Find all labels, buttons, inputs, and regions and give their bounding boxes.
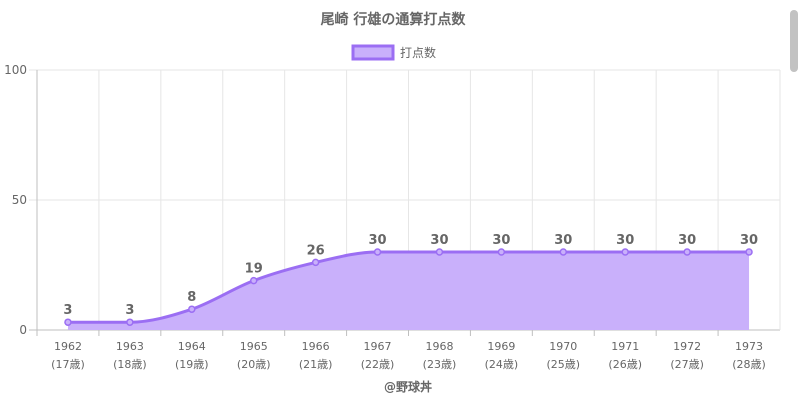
y-tick-label: 0 [19, 323, 27, 337]
x-tick-label: 1963 [116, 340, 144, 353]
data-label: 19 [245, 262, 263, 277]
x-tick-age-label: (23歳) [423, 358, 457, 371]
data-labels: 3 3 8 19 26 30 30 30 30 30 30 30 [63, 233, 758, 318]
x-tick-label: 1970 [549, 340, 577, 353]
x-tick-age-label: (25歳) [546, 358, 580, 371]
data-point [249, 276, 258, 285]
data-label: 30 [368, 233, 386, 248]
data-point [435, 248, 444, 256]
x-tick-age-label: (26歳) [608, 358, 642, 371]
data-label: 30 [616, 233, 634, 248]
data-label: 30 [678, 233, 696, 248]
data-point [683, 248, 691, 256]
x-axis: 1962 (17歳) 1963 (18歳) 1964 (19歳) 1965 (20歳) 1966… [36, 330, 766, 371]
data-point [311, 258, 320, 267]
y-axis: 0 50 100 [4, 63, 27, 337]
x-tick-age-label: (19歳) [175, 358, 209, 371]
legend-swatch [351, 44, 395, 61]
x-tick-age-label: (20歳) [237, 358, 271, 371]
x-tick-label: 1973 [735, 340, 763, 353]
x-tick-label: 1965 [240, 340, 268, 353]
x-tick-age-label: (21歳) [299, 358, 333, 371]
legend-label: 打点数 [400, 45, 436, 60]
data-point [497, 248, 506, 256]
y-tick-label: 100 [4, 63, 27, 77]
scrollbar[interactable] [786, 0, 800, 400]
data-points [64, 248, 753, 326]
data-point [745, 248, 753, 256]
x-tick-label: 1968 [425, 340, 453, 353]
series-area [67, 252, 750, 330]
data-label: 30 [492, 233, 510, 248]
data-label: 30 [430, 233, 448, 248]
y-tick-label: 50 [12, 193, 27, 207]
x-tick-label: 1969 [487, 340, 515, 353]
credit: @野球丼 [384, 379, 432, 394]
chart-title: 尾崎 行雄の通算打点数 [321, 11, 467, 28]
data-label: 30 [740, 233, 758, 248]
data-point [621, 248, 629, 256]
x-tick-label: 1966 [302, 340, 330, 353]
x-tick-age-label: (22歳) [361, 358, 395, 371]
scrollbar-thumb[interactable] [790, 10, 798, 72]
data-label: 3 [63, 303, 72, 318]
data-point [559, 248, 568, 256]
x-tick-label: 1967 [364, 340, 392, 353]
x-tick-age-label: (18歳) [113, 358, 147, 371]
x-tick-label: 1971 [611, 340, 639, 353]
legend[interactable]: 打点数 [351, 44, 436, 61]
data-label: 30 [554, 233, 572, 248]
x-tick-label: 1972 [673, 340, 701, 353]
data-label: 26 [307, 243, 325, 258]
x-tick-age-label: (27歳) [670, 358, 704, 371]
x-tick-age-label: (28歳) [732, 358, 766, 371]
data-point [188, 305, 196, 313]
x-tick-label: 1964 [178, 340, 206, 353]
x-tick-age-label: (17歳) [51, 358, 85, 371]
data-point [373, 248, 382, 256]
data-label: 8 [187, 290, 196, 305]
x-tick-label: 1962 [54, 340, 82, 353]
data-point [126, 318, 134, 326]
data-point [64, 318, 72, 326]
x-tick-age-label: (24歳) [485, 358, 519, 371]
data-label: 3 [125, 303, 134, 318]
